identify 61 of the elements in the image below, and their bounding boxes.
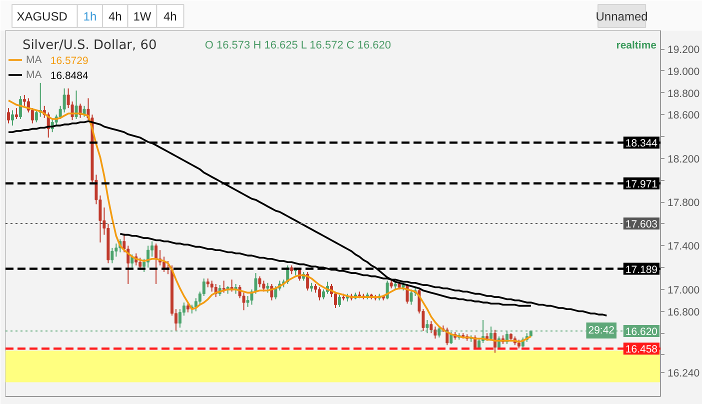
candlestick bbox=[18, 96, 22, 120]
candlestick bbox=[74, 90, 78, 120]
candlestick bbox=[162, 256, 166, 272]
candlestick bbox=[438, 326, 441, 338]
candlestick bbox=[110, 247, 114, 264]
text: 1W bbox=[133, 10, 152, 24]
candlestick bbox=[62, 88, 66, 113]
y-tick-label: 17.800 bbox=[668, 197, 700, 210]
candlestick bbox=[490, 326, 493, 342]
candlestick bbox=[222, 280, 226, 294]
ref-line-label: 18.344 bbox=[625, 138, 658, 150]
candlestick bbox=[178, 308, 182, 328]
candlestick bbox=[138, 257, 142, 270]
candlestick bbox=[258, 276, 262, 288]
text: O 16.573 H 16.625 L 16.572 C 16.620 bbox=[204, 40, 392, 52]
candlestick bbox=[266, 282, 270, 294]
candlestick bbox=[322, 288, 326, 300]
y-tick-label: 17.400 bbox=[668, 240, 700, 253]
ref-line-label: 16.458 bbox=[625, 344, 658, 356]
candlestick bbox=[10, 110, 14, 126]
candlestick bbox=[34, 110, 38, 123]
y-tick-label: 18.800 bbox=[668, 88, 700, 100]
candlestick bbox=[154, 243, 158, 284]
candlestick bbox=[14, 108, 18, 120]
text: 4h bbox=[108, 10, 122, 24]
candlestick bbox=[450, 332, 453, 345]
y-tick-label: 18.600 bbox=[668, 110, 700, 122]
candlestick bbox=[434, 326, 437, 340]
candlestick bbox=[7, 108, 10, 124]
y-tick-label: 18.200 bbox=[668, 153, 700, 166]
ref-line-label: 17.603 bbox=[625, 218, 658, 231]
ref-line-label: 16.620 bbox=[625, 326, 658, 338]
annotation: realtime bbox=[616, 40, 657, 52]
y-tick-label: 16.800 bbox=[668, 306, 700, 318]
candlestick bbox=[82, 105, 86, 118]
ref-line-label: 17.189 bbox=[625, 264, 658, 276]
candlestick bbox=[186, 302, 190, 313]
candlestick bbox=[410, 288, 413, 306]
legend-label: MA bbox=[26, 52, 43, 67]
candlestick bbox=[426, 320, 429, 334]
candlestick bbox=[210, 280, 214, 292]
candlestick bbox=[194, 298, 198, 312]
legend-label: MA bbox=[26, 68, 43, 82]
y-tick-label: 19.200 bbox=[668, 44, 700, 56]
y-tick-label: 17.000 bbox=[668, 284, 700, 296]
text: 1h bbox=[83, 10, 97, 24]
annotation: 16.8484 bbox=[50, 70, 88, 82]
candlestick bbox=[338, 294, 341, 308]
candlestick bbox=[114, 243, 118, 258]
y-tick-label: 19.000 bbox=[668, 66, 700, 78]
text: Unnamed bbox=[596, 10, 648, 24]
text: XAGUSD bbox=[16, 10, 68, 24]
candlestick bbox=[22, 94, 26, 106]
y-tick-label: 16.240 bbox=[668, 367, 700, 380]
candlestick bbox=[274, 286, 278, 300]
text: 4h bbox=[164, 10, 177, 24]
ref-line-label: 17.971 bbox=[625, 178, 658, 190]
annotation: 16.5729 bbox=[50, 55, 88, 67]
text: Silver/U.S. Dollar, 60 bbox=[22, 38, 157, 53]
annotation: 29:42 bbox=[588, 324, 615, 336]
candlestick bbox=[318, 286, 322, 301]
